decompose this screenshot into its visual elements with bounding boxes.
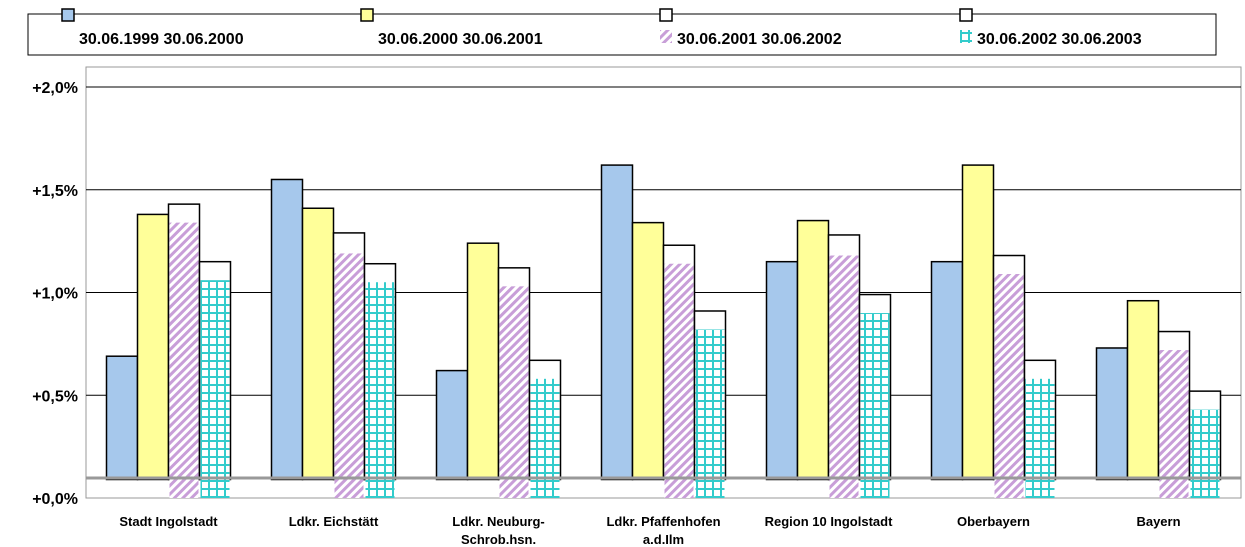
bar [600, 164, 634, 481]
bar [365, 282, 395, 498]
legend-label: 30.06.2000 30.06.2001 [378, 31, 543, 48]
bar [829, 255, 859, 498]
bar [930, 260, 964, 481]
bar [664, 263, 694, 498]
y-tick-label: +0,5% [32, 388, 78, 405]
bar [796, 219, 830, 481]
bar [301, 207, 335, 481]
y-axis-tick-labels: +0,0% +0,5% +1,0% +1,5% +2,0% [32, 80, 78, 508]
legend-label: 30.06.1999 30.06.2000 [79, 31, 244, 48]
category-label: Oberbayern [957, 514, 1030, 529]
bar [695, 329, 725, 498]
bar [1025, 378, 1055, 498]
bar [1159, 350, 1189, 498]
bar [136, 213, 170, 481]
legend-swatch [660, 30, 672, 43]
legend-swatch-outline [959, 8, 973, 22]
y-tick-label: +1,5% [32, 183, 78, 200]
category-label: Schrob.hsn. [461, 532, 536, 547]
y-tick-label: +0,0% [32, 491, 78, 508]
legend-label: 30.06.2001 30.06.2002 [677, 31, 842, 48]
category-label: Ldkr. Neuburg- [452, 514, 544, 529]
bar [530, 378, 560, 498]
bar [270, 178, 304, 481]
category-label: Bayern [1136, 514, 1180, 529]
category-label: Ldkr. Pfaffenhofen [606, 514, 720, 529]
bar [200, 280, 230, 498]
bar [631, 221, 665, 481]
legend-swatch [960, 30, 972, 43]
legend-swatch-outline [659, 8, 673, 22]
x-axis-category-labels: Stadt Ingolstadt Ldkr. Eichstätt Ldkr. Neu… [119, 514, 1180, 547]
bar [334, 253, 364, 498]
bar [961, 164, 995, 481]
legend-swatch [61, 8, 75, 22]
y-tick-label: +2,0% [32, 80, 78, 97]
legend-swatch [360, 8, 374, 22]
legend-label: 30.06.2002 30.06.2003 [977, 31, 1142, 48]
category-label: Stadt Ingolstadt [119, 514, 218, 529]
legend-box [27, 13, 1217, 56]
category-label: Region 10 Ingolstadt [765, 514, 894, 529]
bar [105, 355, 139, 481]
bars [105, 164, 1222, 498]
bar [1126, 299, 1160, 481]
y-tick-label: +1,0% [32, 286, 78, 303]
bar [435, 369, 469, 481]
bar [860, 313, 890, 498]
bar [994, 274, 1024, 498]
category-label: Ldkr. Eichstätt [289, 514, 379, 529]
bar [169, 222, 199, 498]
bar [765, 260, 799, 481]
bar [499, 286, 529, 498]
legend: 30.06.1999 30.06.2000 30.06.2000 30.06.20… [27, 8, 1217, 56]
category-label: a.d.Ilm [643, 532, 684, 547]
bar [1190, 409, 1220, 498]
bar [1095, 347, 1129, 481]
bar [466, 242, 500, 481]
